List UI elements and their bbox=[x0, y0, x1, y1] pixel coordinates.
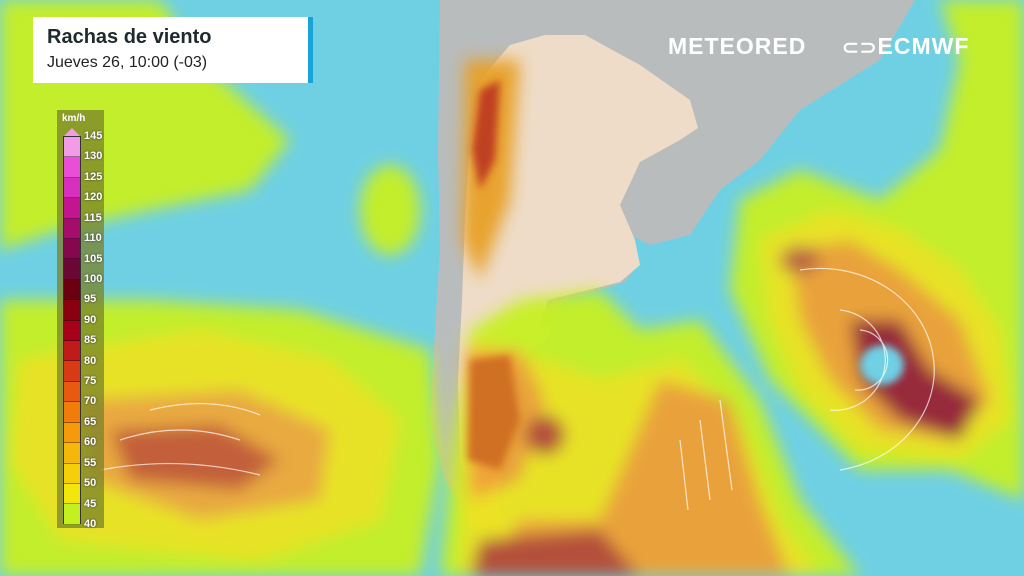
legend-color-bar bbox=[63, 136, 81, 525]
map-timestamp: Jueves 26, 10:00 (-03) bbox=[47, 54, 208, 71]
legend-tick-label: 70 bbox=[84, 395, 97, 408]
legend-tick-label: 45 bbox=[84, 497, 97, 510]
legend-band bbox=[64, 483, 80, 505]
legend-band bbox=[64, 504, 80, 525]
legend-band bbox=[64, 381, 80, 403]
legend-band bbox=[64, 259, 80, 280]
legend-tick-label: 145 bbox=[84, 130, 103, 142]
legend-tick-label: 125 bbox=[84, 170, 103, 183]
legend-tick-label: 80 bbox=[84, 354, 97, 367]
ecmwf-text: ECMWF bbox=[877, 33, 970, 59]
legend-tick-label: 120 bbox=[84, 191, 103, 204]
legend-band bbox=[64, 198, 80, 219]
ecmwf-emblem-icon: ⊂⊃ bbox=[842, 37, 878, 59]
legend-tick-label: 110 bbox=[84, 232, 102, 245]
legend-band bbox=[64, 279, 80, 301]
legend-band bbox=[64, 341, 80, 362]
color-legend: km/h 145 130 125 120 115 110 105 100 95 90 85 80 75 7… bbox=[57, 110, 104, 530]
legend-tick-label: 90 bbox=[84, 313, 97, 326]
legend-band bbox=[64, 422, 80, 444]
legend-band bbox=[64, 361, 80, 382]
meteored-logo: METEORED bbox=[668, 33, 807, 59]
legend-tick-label: 95 bbox=[84, 293, 97, 306]
legend-band bbox=[64, 218, 80, 240]
legend-tick-label: 40 bbox=[84, 518, 97, 530]
legend-tick-label: 55 bbox=[84, 456, 97, 469]
legend-band bbox=[64, 320, 80, 342]
legend-tick-label: 60 bbox=[84, 436, 97, 449]
legend-band bbox=[64, 177, 80, 199]
map-title: Rachas de viento bbox=[47, 26, 212, 48]
legend-tick-label: 100 bbox=[84, 272, 103, 285]
andes-high-winds bbox=[468, 80, 904, 470]
legend-tick-label: 130 bbox=[84, 150, 103, 163]
legend-unit: km/h bbox=[62, 113, 86, 124]
legend-tick-label: 65 bbox=[84, 415, 97, 428]
legend-band bbox=[64, 137, 80, 158]
ecmwf-logo: ⊂⊃ECMWF bbox=[842, 33, 969, 60]
wind-streamlines bbox=[99, 267, 935, 511]
legend-band bbox=[64, 463, 80, 484]
legend-tick-label: 50 bbox=[84, 477, 97, 490]
title-panel: Rachas de viento Jueves 26, 10:00 (-03) bbox=[33, 17, 313, 83]
legend-max-arrow bbox=[63, 128, 81, 137]
legend-band bbox=[64, 443, 80, 464]
legend-band bbox=[64, 402, 80, 423]
legend-band bbox=[64, 300, 80, 321]
legend-tick-label: 75 bbox=[84, 375, 97, 388]
argentina-land bbox=[458, 35, 698, 500]
legend-tick-label: 105 bbox=[84, 252, 103, 265]
legend-band bbox=[64, 239, 80, 260]
legend-band bbox=[64, 157, 80, 178]
legend-tick-label: 85 bbox=[84, 334, 97, 347]
legend-tick-label: 115 bbox=[84, 211, 102, 224]
